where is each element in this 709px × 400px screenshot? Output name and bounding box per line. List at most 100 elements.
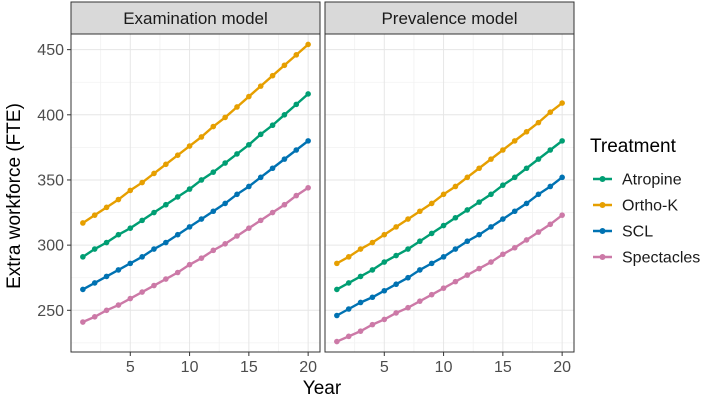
- x-tick-label: 15: [494, 359, 512, 376]
- y-tick-label: 450: [37, 42, 64, 59]
- data-point-ortho-k: [257, 83, 264, 89]
- data-point-atropine: [186, 186, 193, 192]
- data-point-spectacles: [405, 304, 411, 311]
- data-point-ortho-k: [417, 208, 423, 215]
- data-point-scl: [476, 231, 482, 238]
- data-point-atropine: [115, 231, 122, 238]
- x-tick-label: 5: [380, 359, 389, 376]
- data-point-ortho-k: [393, 224, 399, 230]
- legend: Atropine Ortho-K SCL Spectacles: [593, 172, 700, 267]
- x-tick-label: 20: [553, 359, 571, 376]
- data-point-ortho-k: [345, 254, 352, 260]
- data-point-spectacles: [269, 209, 276, 216]
- legend-key-point-ortho-k: [599, 202, 606, 208]
- data-point-scl: [452, 246, 459, 252]
- data-point-scl: [293, 147, 300, 153]
- x-tick-label: 5: [126, 359, 135, 376]
- x-axis: 5 10 15 20 5 10 15 20: [126, 352, 571, 376]
- data-point-ortho-k: [428, 200, 435, 207]
- data-point-atropine: [393, 252, 399, 259]
- data-point-spectacles: [281, 201, 288, 208]
- data-point-atropine: [139, 217, 145, 224]
- data-point-scl: [91, 280, 98, 286]
- data-point-spectacles: [151, 282, 157, 289]
- data-point-spectacles: [393, 310, 399, 316]
- data-point-atropine: [381, 259, 388, 265]
- legend-key-point-scl: [599, 228, 606, 234]
- data-point-scl: [393, 281, 399, 288]
- data-point-atropine: [198, 177, 205, 183]
- data-point-scl: [186, 224, 193, 230]
- data-point-scl: [103, 273, 110, 280]
- data-point-spectacles: [222, 241, 228, 247]
- data-point-ortho-k: [246, 93, 252, 100]
- data-point-ortho-k: [80, 220, 86, 226]
- panel-prevalence-model: [324, 33, 575, 353]
- data-point-ortho-k: [452, 183, 459, 190]
- data-point-atropine: [464, 207, 471, 213]
- data-point-atropine: [293, 101, 300, 108]
- data-point-ortho-k: [476, 165, 482, 172]
- data-point-ortho-k: [91, 212, 98, 218]
- data-point-spectacles: [476, 265, 482, 272]
- data-point-atropine: [80, 254, 86, 260]
- data-point-atropine: [334, 286, 340, 293]
- data-point-scl: [305, 138, 311, 144]
- data-point-ortho-k: [127, 187, 134, 194]
- data-point-spectacles: [535, 229, 542, 235]
- data-point-scl: [357, 299, 364, 306]
- data-point-atropine: [151, 209, 157, 216]
- data-point-spectacles: [523, 237, 530, 243]
- x-tick-label: 10: [181, 359, 199, 376]
- x-tick-label: 15: [240, 359, 258, 376]
- data-point-spectacles: [163, 276, 169, 282]
- data-point-spectacles: [257, 217, 264, 224]
- data-point-scl: [281, 156, 288, 162]
- data-point-spectacles: [305, 184, 311, 191]
- data-point-scl: [198, 216, 205, 222]
- data-point-scl: [428, 260, 435, 267]
- data-point-atropine: [257, 131, 264, 138]
- data-point-scl: [115, 267, 122, 273]
- data-point-ortho-k: [357, 246, 364, 252]
- data-point-spectacles: [440, 285, 447, 291]
- data-point-atropine: [222, 160, 228, 166]
- data-point-atropine: [357, 273, 364, 280]
- data-point-scl: [257, 174, 264, 181]
- data-point-ortho-k: [405, 216, 411, 222]
- data-point-atropine: [417, 238, 423, 245]
- data-point-spectacles: [345, 333, 352, 340]
- y-tick-label: 350: [37, 172, 64, 189]
- data-point-spectacles: [293, 192, 300, 199]
- facet-strip-examination: [70, 1, 321, 35]
- data-point-scl: [523, 200, 530, 207]
- data-point-scl: [405, 274, 411, 281]
- data-point-scl: [222, 200, 228, 207]
- data-point-ortho-k: [500, 147, 506, 153]
- data-point-ortho-k: [511, 138, 518, 144]
- data-point-atropine: [476, 199, 482, 205]
- data-point-ortho-k: [139, 179, 145, 186]
- data-point-ortho-k: [103, 204, 110, 211]
- data-point-ortho-k: [535, 119, 542, 126]
- data-point-atropine: [511, 174, 518, 181]
- facet-title-examination: Examination model: [123, 9, 268, 28]
- panel-border: [324, 33, 575, 353]
- data-point-ortho-k: [234, 104, 240, 110]
- data-point-ortho-k: [464, 174, 471, 181]
- data-point-spectacles: [198, 255, 205, 261]
- data-point-scl: [535, 191, 542, 198]
- data-point-ortho-k: [369, 239, 376, 246]
- data-point-atropine: [405, 246, 411, 252]
- data-point-spectacles: [488, 259, 494, 265]
- data-point-spectacles: [127, 295, 134, 302]
- x-tick-label: 10: [435, 359, 453, 376]
- data-point-atropine: [440, 222, 447, 229]
- data-point-ortho-k: [281, 62, 288, 69]
- data-point-spectacles: [234, 233, 240, 239]
- panel-examination-model: [70, 33, 321, 353]
- data-point-ortho-k: [488, 156, 494, 162]
- data-point-scl: [440, 254, 447, 260]
- data-point-ortho-k: [222, 114, 228, 121]
